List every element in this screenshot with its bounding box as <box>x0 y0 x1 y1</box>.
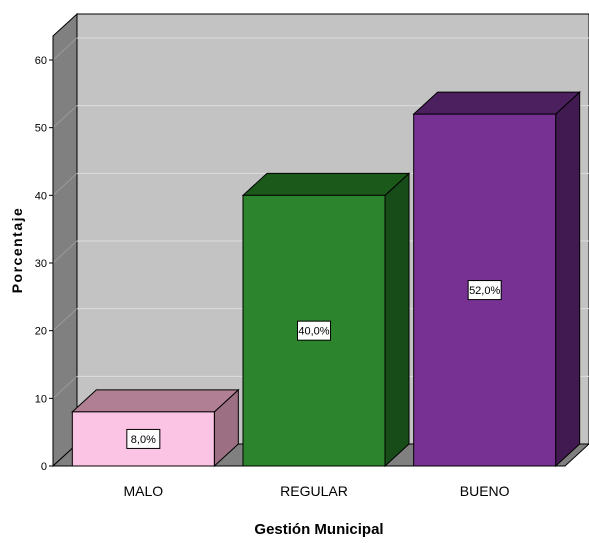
gridline-side <box>52 105 78 129</box>
x-tick-label: REGULAR <box>280 483 348 499</box>
gridline-side <box>52 308 78 332</box>
bars: 8,0% 40,0% 52,0% <box>71 90 581 468</box>
bar-top <box>71 389 240 413</box>
bar-malo: 8,0% <box>71 388 240 468</box>
gridline-side <box>52 375 78 399</box>
y-tick-label: 30 <box>35 258 47 270</box>
bar-regular: 40,0% <box>241 172 411 468</box>
y-tick-label: 50 <box>35 123 47 135</box>
gridline-side <box>52 37 78 61</box>
data-label: 40,0% <box>298 326 329 338</box>
data-label-box <box>467 280 502 301</box>
data-label: 8,0% <box>131 434 156 446</box>
y-tick-label: 0 <box>41 461 47 473</box>
x-axis-categories: MALO REGULAR BUENO <box>123 483 509 499</box>
bar-top <box>241 172 411 196</box>
y-tick-label: 40 <box>35 190 47 202</box>
bar-side <box>555 90 581 468</box>
x-tick-label: MALO <box>123 483 163 499</box>
bar-bueno: 52,0% <box>412 90 581 468</box>
bar-top <box>412 91 581 115</box>
gridline-side <box>52 172 78 196</box>
y-axis-title: Porcentaje <box>9 207 25 294</box>
x-tick-label: BUENO <box>460 483 510 499</box>
y-axis-ticks: 0 10 20 30 40 50 60 <box>35 36 54 473</box>
left-wall <box>52 12 78 468</box>
bar-side <box>384 172 410 468</box>
y-tick-label: 60 <box>35 55 47 67</box>
gridline-side <box>52 240 78 264</box>
data-label: 52,0% <box>469 285 500 297</box>
x-axis-title: Gestión Municipal <box>254 521 383 538</box>
data-label-box <box>297 320 331 341</box>
data-label-box <box>126 428 161 449</box>
y-tick-label: 10 <box>35 393 47 405</box>
y-tick-label: 20 <box>35 326 47 338</box>
